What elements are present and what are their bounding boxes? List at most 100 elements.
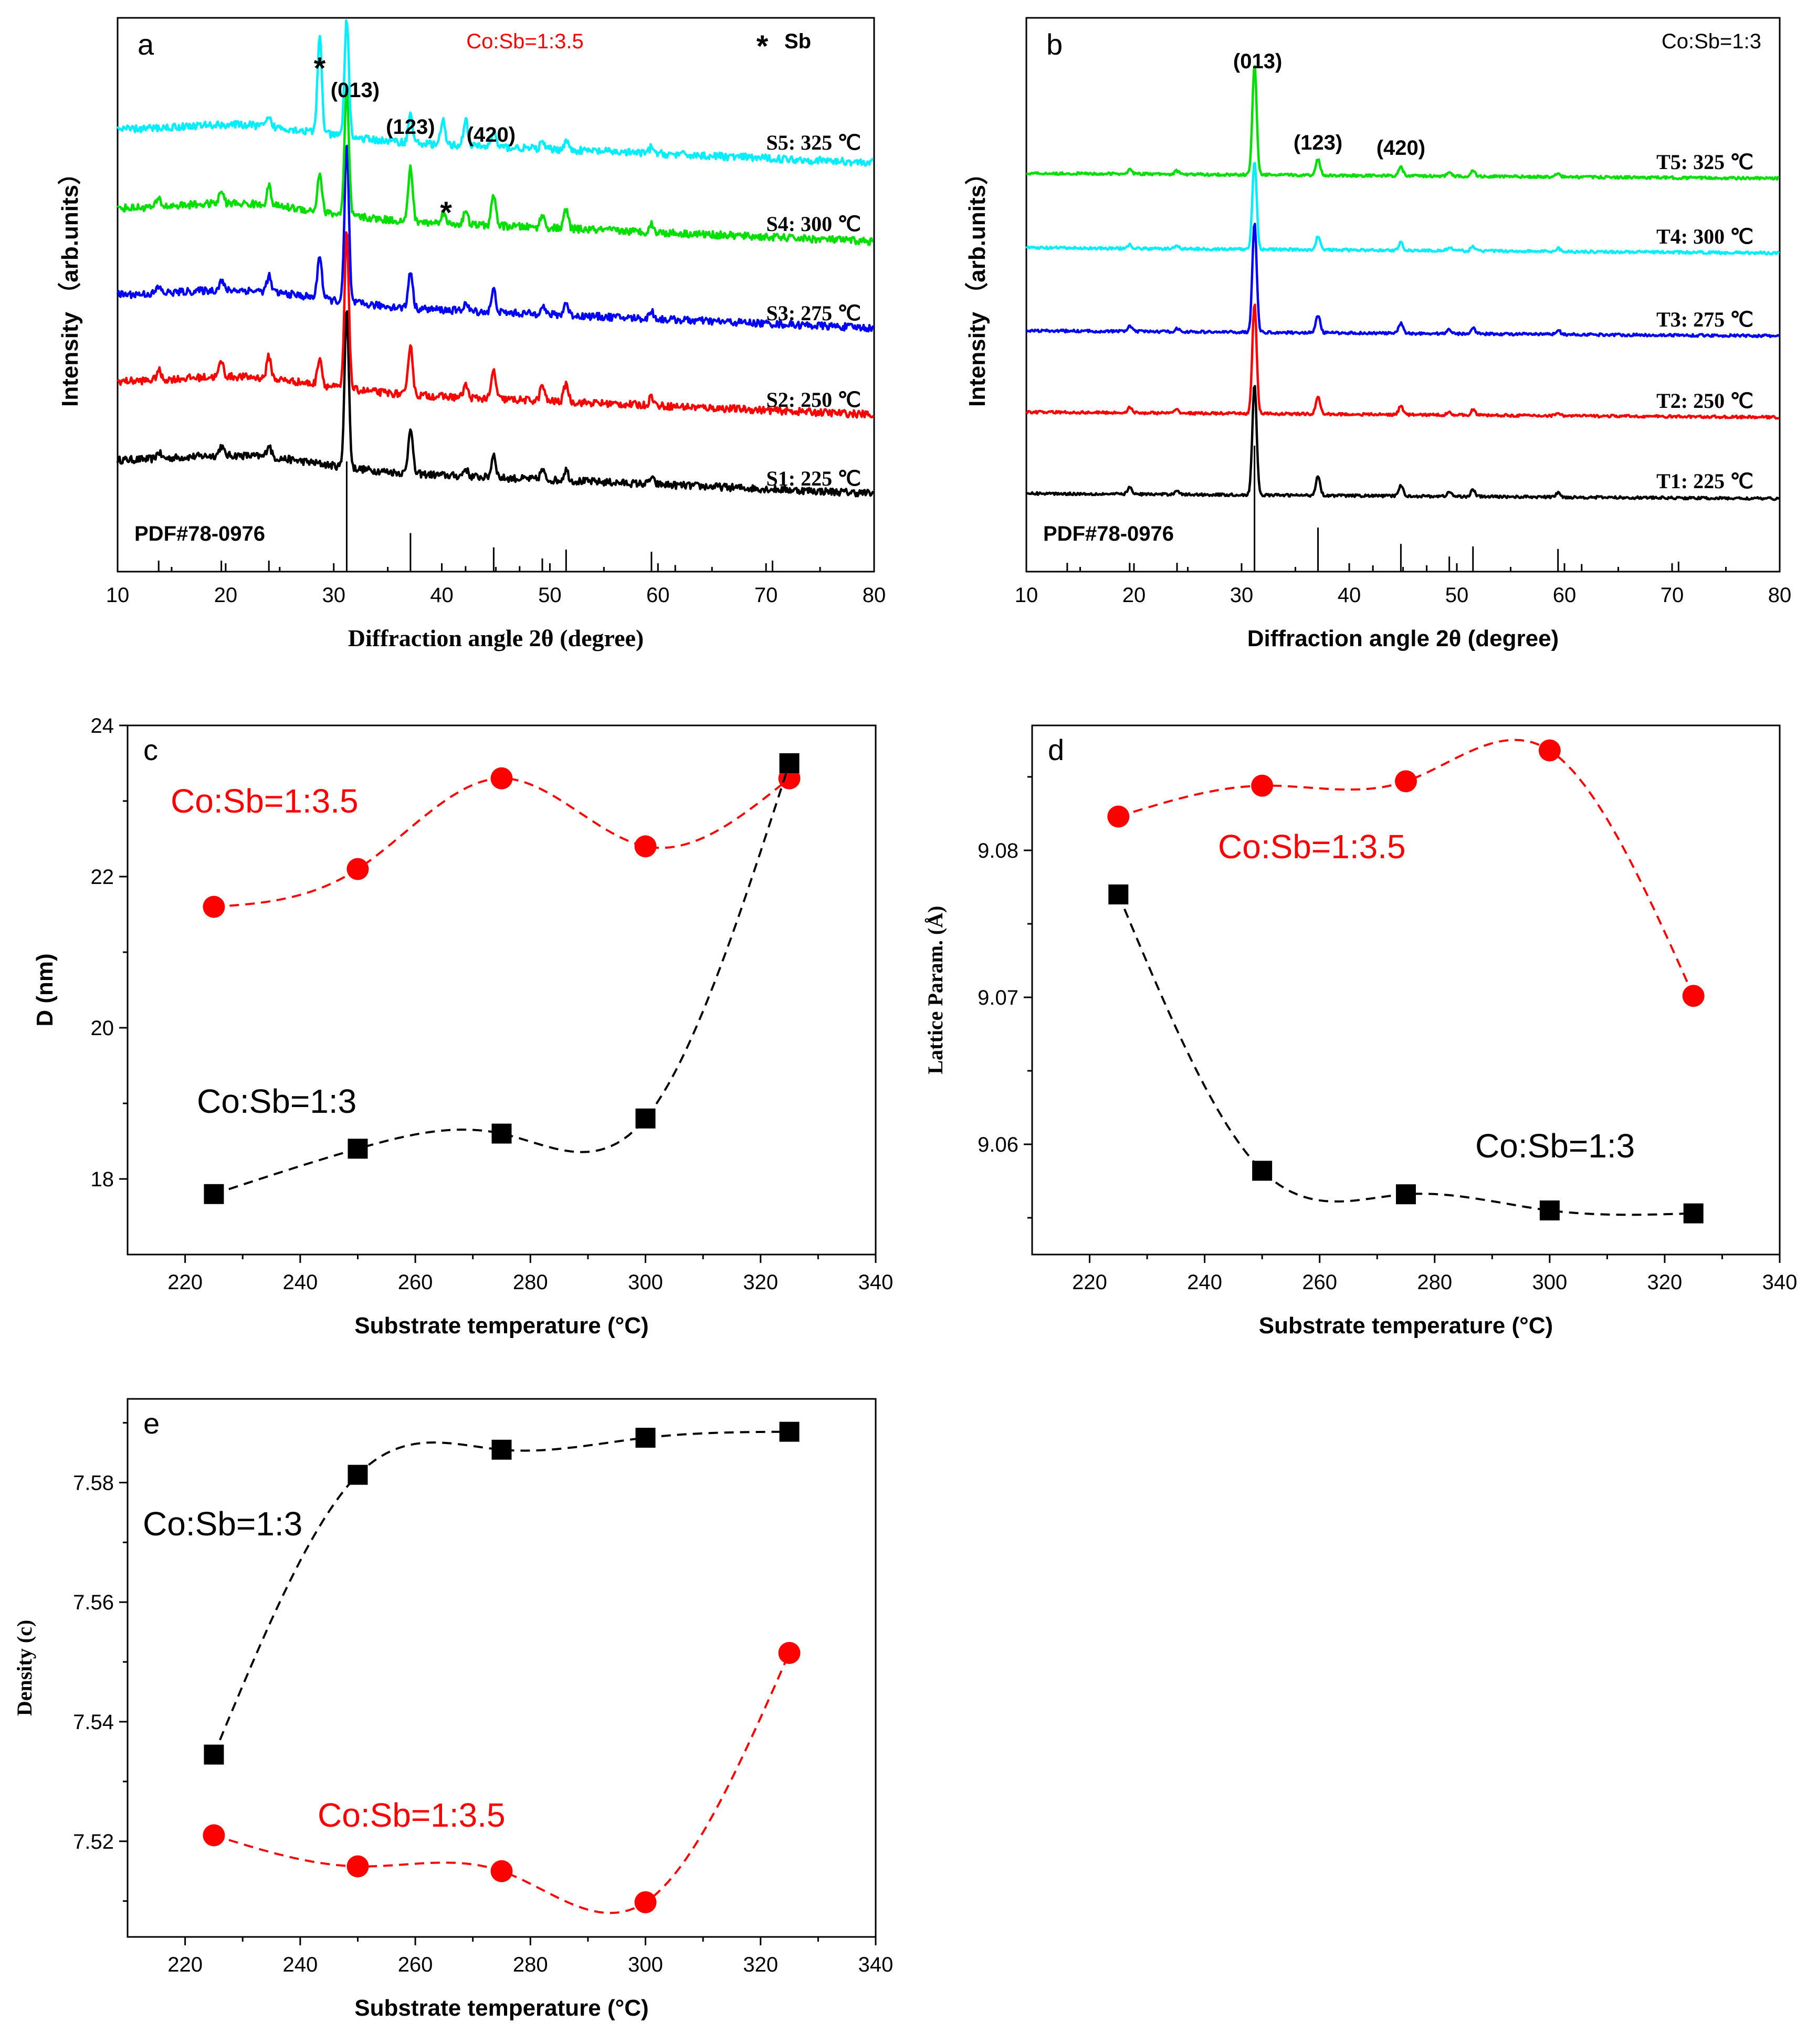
x-tick-label: 280 (513, 1953, 548, 1976)
series-label: Co:Sb=1:3.5 (1218, 828, 1406, 866)
trend-line (213, 1430, 790, 1755)
series-label: T3: 275 ℃ (1656, 308, 1753, 331)
reference-pattern-label: PDF#78-0976 (134, 522, 265, 545)
panel-d: 220 240 260 280 300 320 340 9.06 9.07 9.08 Substra… (923, 724, 1798, 1339)
panel-letter: a (138, 28, 154, 61)
x-tick-label: 320 (743, 1271, 778, 1294)
plot-frame (127, 1398, 877, 1938)
x-tick-label: 340 (1762, 1271, 1798, 1294)
series-label: T1: 225 ℃ (1656, 469, 1753, 493)
data-point-square (491, 1439, 512, 1460)
series-label: S2: 250 ℃ (766, 388, 862, 412)
x-tick-label: 40 (430, 584, 454, 607)
x-tick-label: 70 (754, 584, 778, 607)
panel-letter: d (1048, 733, 1064, 766)
xrd-pattern (1025, 303, 1780, 420)
x-tick-label: 220 (167, 1271, 203, 1294)
series-label: S4: 300 ℃ (766, 212, 862, 236)
x-tick-label: 320 (743, 1953, 778, 1976)
trend-line (213, 763, 791, 1195)
data-point-square (491, 1123, 512, 1144)
sb-legend-label: Sb (784, 30, 811, 53)
miller-index-label: (123) (1294, 131, 1342, 154)
x-tick-label: 20 (1122, 584, 1146, 607)
miller-index-label: (013) (331, 79, 380, 102)
y-axis-label: Lattice Param. (Å) (923, 906, 947, 1074)
data-point-square (348, 1464, 368, 1485)
x-tick-label: 280 (1417, 1271, 1452, 1294)
miller-index-label: (123) (386, 115, 435, 139)
x-tick-label: 260 (1302, 1271, 1337, 1294)
plot-frame (127, 724, 877, 1256)
trend-line (1117, 894, 1694, 1216)
x-tick-label: 300 (628, 1953, 663, 1976)
x-tick-label: 70 (1661, 584, 1684, 607)
miller-index-label: (420) (467, 123, 516, 146)
xrd-pattern (1025, 385, 1779, 501)
x-axis-label: Substrate temperature (°C) (354, 1313, 648, 1339)
x-tick-label: 300 (1532, 1271, 1567, 1294)
series-label: S3: 275 ℃ (766, 301, 862, 325)
panel-letter: b (1046, 28, 1063, 61)
series-label: Co:Sb=1:3.5 (318, 1796, 506, 1834)
xrd-pattern (116, 310, 875, 498)
y-axis-label: Density (c) (13, 1620, 36, 1716)
panel-e: 220 240 260 280 300 320 340 7.52 7.54 7.56 7.58 Sub… (13, 1398, 893, 2021)
x-axis-label: Substrate temperature (°C) (1259, 1313, 1553, 1339)
data-point-square (204, 1184, 224, 1204)
x-tick-label: 30 (1230, 584, 1254, 607)
series-label: T5: 325 ℃ (1656, 150, 1753, 174)
series-label: Co:Sb=1:3 (1475, 1127, 1635, 1165)
data-point-square (1539, 1200, 1560, 1220)
plot-frame (1031, 724, 1781, 1256)
data-point-square (779, 753, 800, 773)
x-tick-label: 80 (863, 584, 886, 607)
data-point-square (1252, 1161, 1273, 1181)
miller-index-label: (420) (1377, 136, 1425, 160)
data-point-circle (346, 858, 369, 880)
data-point-square (1396, 1184, 1416, 1205)
panel-title: Co:Sb=1:3 (1662, 30, 1761, 53)
x-tick-label: 10 (106, 584, 130, 607)
x-axis-label: Substrate temperature (°C) (354, 1995, 648, 2021)
data-point-square (1108, 884, 1129, 904)
x-tick-label: 40 (1338, 584, 1361, 607)
y-tick-label: 7.56 (73, 1591, 114, 1614)
x-tick-label: 20 (214, 584, 238, 607)
series-label: S1: 225 ℃ (766, 467, 862, 490)
panel-letter: e (143, 1407, 160, 1440)
y-tick-label: 7.58 (73, 1471, 114, 1494)
series-label: T4: 300 ℃ (1656, 225, 1753, 248)
x-tick-label: 50 (1445, 584, 1469, 607)
series-label: Co:Sb=1:3 (143, 1505, 302, 1543)
series-label: Co:Sb=1:3.5 (171, 782, 359, 820)
x-axis-label: Diffraction angle 2θ (degree) (1247, 626, 1559, 651)
data-point-circle (1538, 739, 1561, 762)
x-tick-label: 50 (538, 584, 562, 607)
data-point-circle (634, 835, 657, 858)
data-point-circle (1395, 770, 1417, 793)
x-tick-label: 220 (167, 1953, 203, 1976)
data-point-circle (203, 895, 225, 918)
panel-a: 10 20 30 40 50 60 70 80 Diffraction angle 2θ (de… (57, 17, 886, 651)
data-point-circle (1251, 774, 1274, 797)
series-label: Co:Sb=1:3 (197, 1082, 356, 1120)
xrd-pattern (1025, 223, 1780, 339)
y-tick-label: 9.08 (978, 839, 1018, 862)
y-tick-label: 22 (91, 866, 114, 889)
y-tick-label: 7.52 (73, 1830, 114, 1853)
xrd-pattern (1025, 162, 1780, 256)
y-axis-label: Intensity （arb.units） (964, 162, 990, 407)
x-tick-label: 220 (1072, 1271, 1107, 1294)
x-tick-label: 240 (282, 1271, 318, 1294)
data-point-circle (203, 1824, 225, 1847)
xrd-pattern (117, 231, 875, 419)
data-point-circle (778, 1642, 801, 1664)
data-point-circle (490, 1860, 513, 1882)
y-tick-label: 24 (91, 714, 114, 737)
x-tick-label: 260 (398, 1953, 433, 1976)
miller-index-label: (013) (1233, 50, 1282, 73)
sb-marker-legend-star: * (757, 29, 769, 64)
x-tick-label: 280 (513, 1271, 548, 1294)
